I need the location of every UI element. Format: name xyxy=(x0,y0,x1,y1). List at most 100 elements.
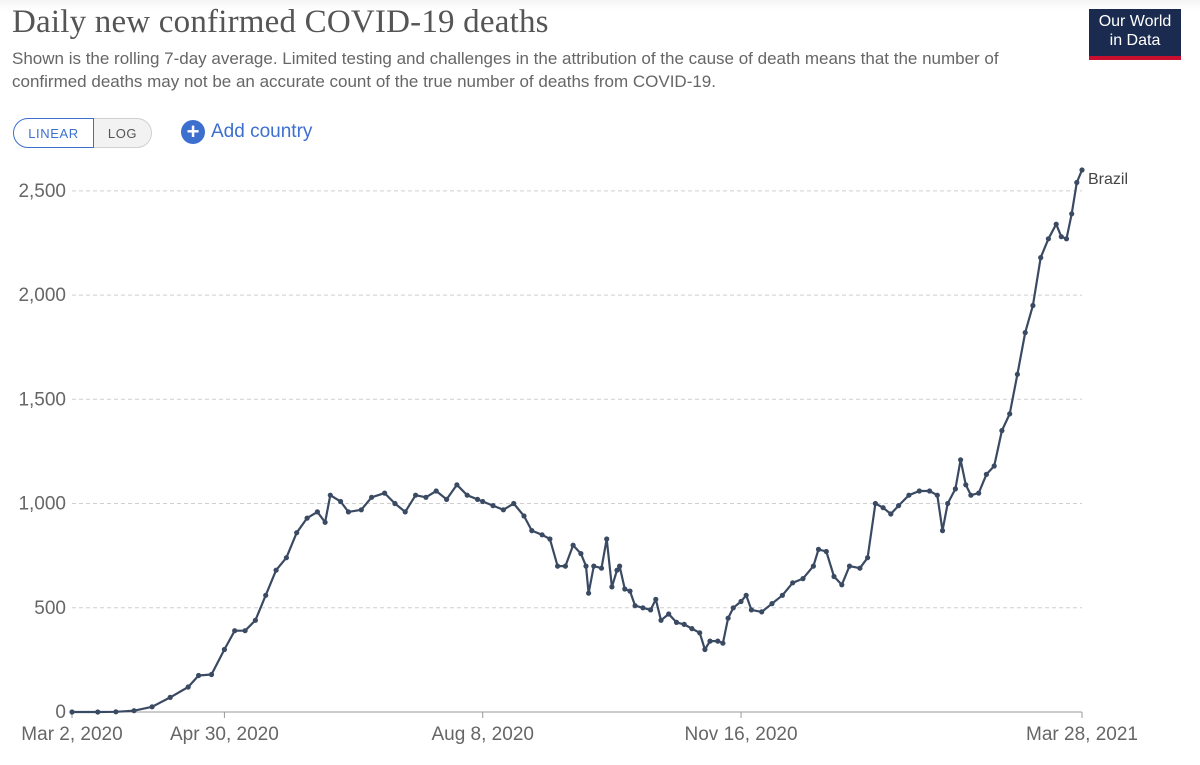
x-tick-label: Mar 28, 2021 xyxy=(1026,724,1138,745)
data-point xyxy=(673,619,680,626)
data-point xyxy=(896,503,902,509)
data-point xyxy=(490,503,496,509)
data-point xyxy=(358,507,364,513)
data-point xyxy=(738,598,744,605)
logo-line-2: in Data xyxy=(1109,32,1161,49)
data-point xyxy=(715,638,721,644)
data-point xyxy=(697,630,703,636)
data-point xyxy=(402,509,408,515)
data-point xyxy=(609,584,615,590)
data-point xyxy=(1058,234,1064,240)
data-point xyxy=(632,603,638,609)
data-point xyxy=(555,563,561,569)
data-point xyxy=(185,684,191,690)
data-point xyxy=(730,605,736,611)
data-point xyxy=(232,628,238,634)
x-tick-label: Apr 30, 2020 xyxy=(170,724,279,745)
data-point xyxy=(1038,255,1044,261)
data-point xyxy=(314,509,320,515)
data-point xyxy=(622,586,628,592)
data-point xyxy=(617,563,623,569)
logo-line-1: Our World xyxy=(1098,13,1172,30)
data-point xyxy=(382,490,388,496)
linear-scale-button[interactable]: LINEAR xyxy=(13,118,94,148)
data-point xyxy=(273,567,279,573)
data-point xyxy=(500,507,506,513)
data-point xyxy=(454,482,460,488)
data-point xyxy=(598,565,605,571)
x-tick-label: Nov 16, 2020 xyxy=(685,724,798,745)
y-axis-ticks: 0 500 1,000 1,500 2,000 2,500 xyxy=(18,181,66,723)
data-point xyxy=(131,708,137,714)
data-point xyxy=(689,626,695,632)
owid-logo[interactable]: Our World in Data xyxy=(1089,9,1181,60)
data-point xyxy=(1045,236,1051,242)
data-point xyxy=(113,709,119,715)
data-point xyxy=(939,528,946,534)
data-point xyxy=(149,704,155,710)
data-point xyxy=(69,709,75,715)
data-point xyxy=(327,492,333,498)
data-point xyxy=(95,709,101,715)
add-country-button[interactable]: + Add country xyxy=(181,118,312,146)
y-tick-label: 500 xyxy=(34,598,66,619)
data-point xyxy=(1022,330,1028,336)
data-point xyxy=(653,596,659,603)
data-point xyxy=(865,555,871,561)
data-point xyxy=(539,532,545,538)
data-point xyxy=(800,576,806,582)
data-point xyxy=(831,573,837,580)
data-point xyxy=(1074,179,1080,186)
data-point xyxy=(1007,411,1013,417)
data-point xyxy=(976,490,982,496)
data-point xyxy=(983,471,990,477)
data-point xyxy=(562,563,569,569)
x-tick-label: Aug 8, 2020 xyxy=(431,724,533,745)
data-point xyxy=(958,457,964,463)
data-point xyxy=(263,592,269,598)
data-point xyxy=(666,611,672,617)
data-point xyxy=(294,530,300,536)
data-point xyxy=(392,500,398,507)
data-point xyxy=(529,528,535,534)
data-point xyxy=(759,609,765,615)
data-point xyxy=(810,563,817,569)
data-point xyxy=(221,646,227,653)
data-point xyxy=(743,592,749,598)
log-scale-button[interactable]: LOG xyxy=(94,118,152,148)
top-gradient-bar xyxy=(0,0,1200,10)
data-point xyxy=(769,601,775,607)
series-line-brazil xyxy=(72,169,1084,714)
data-point xyxy=(511,500,517,507)
data-point xyxy=(927,488,933,494)
data-point xyxy=(423,494,429,500)
y-tick-label: 1,000 xyxy=(18,494,66,515)
data-point xyxy=(570,542,576,548)
data-point xyxy=(547,536,553,542)
data-point xyxy=(945,500,951,507)
data-point xyxy=(304,515,310,521)
data-point xyxy=(1063,236,1070,242)
data-point xyxy=(167,694,173,701)
add-country-label: Add country xyxy=(211,121,313,142)
series-markers-brazil xyxy=(69,167,1085,715)
data-point xyxy=(779,592,786,598)
data-point xyxy=(604,536,610,542)
data-point xyxy=(627,588,633,594)
data-point xyxy=(1053,221,1059,227)
data-point xyxy=(196,672,202,679)
y-tick-label: 2,000 xyxy=(18,285,66,306)
data-point xyxy=(658,617,664,623)
data-point xyxy=(480,498,486,505)
scale-toggle: LINEAR LOG xyxy=(13,118,152,148)
data-point xyxy=(1079,167,1085,173)
data-point xyxy=(591,563,597,569)
y-tick-label: 2,500 xyxy=(18,181,66,202)
data-point xyxy=(934,492,940,498)
data-point xyxy=(906,492,912,498)
data-point xyxy=(1014,371,1021,377)
chart-title: Daily new confirmed COVID-19 deaths xyxy=(12,4,549,40)
series-label-brazil: Brazil xyxy=(1088,171,1128,188)
data-point xyxy=(369,494,375,500)
data-point xyxy=(413,492,419,498)
